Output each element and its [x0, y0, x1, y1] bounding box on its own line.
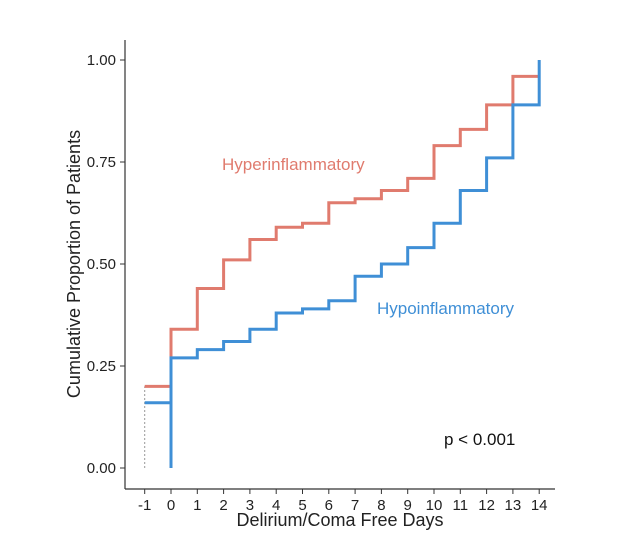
x-tick-label: 5 — [298, 497, 306, 514]
x-tick-label: 12 — [478, 497, 495, 514]
y-tick-label: 0.75 — [87, 154, 116, 171]
x-tick-label: 10 — [426, 497, 443, 514]
y-axis-title: Cumulative Proportion of Patients — [64, 130, 84, 398]
x-tick-label: 2 — [219, 497, 227, 514]
series-label-hypoinflammatory: Hypoinflammatory — [377, 299, 514, 318]
x-tick-label: -1 — [138, 497, 151, 514]
x-tick-label: 9 — [404, 497, 412, 514]
x-tick-label: 8 — [377, 497, 385, 514]
x-axis-title: Delirium/Coma Free Days — [236, 510, 443, 530]
x-tick-label: 13 — [505, 497, 522, 514]
y-tick-label: 0.50 — [87, 256, 116, 273]
x-tick-label: 14 — [531, 497, 548, 514]
y-tick-label: 0.00 — [87, 460, 116, 477]
x-tick-label: 3 — [246, 497, 254, 514]
x-tick-label: 0 — [167, 497, 175, 514]
x-tick-label: 11 — [453, 497, 469, 514]
y-ticks: 0.00 0.25 0.50 0.75 1.00 — [87, 52, 125, 477]
series-line-hyperinflammatory — [144, 74, 540, 388]
x-tick-label: 4 — [272, 497, 280, 514]
y-tick-label: 0.25 — [87, 358, 116, 375]
x-tick-label: 1 — [193, 497, 201, 514]
axes — [124, 40, 555, 490]
series-line-hypoinflammatory — [144, 60, 541, 468]
p-value-annotation: p < 0.001 — [444, 430, 515, 449]
x-tick-label: 7 — [351, 497, 359, 514]
y-tick-label: 1.00 — [87, 52, 116, 69]
x-tick-label: 6 — [325, 497, 333, 514]
x-ticks: -1 0 1 2 3 4 5 6 7 8 9 10 11 12 13 14 — [138, 489, 548, 514]
series-label-hyperinflammatory: Hyperinflammatory — [222, 155, 365, 174]
